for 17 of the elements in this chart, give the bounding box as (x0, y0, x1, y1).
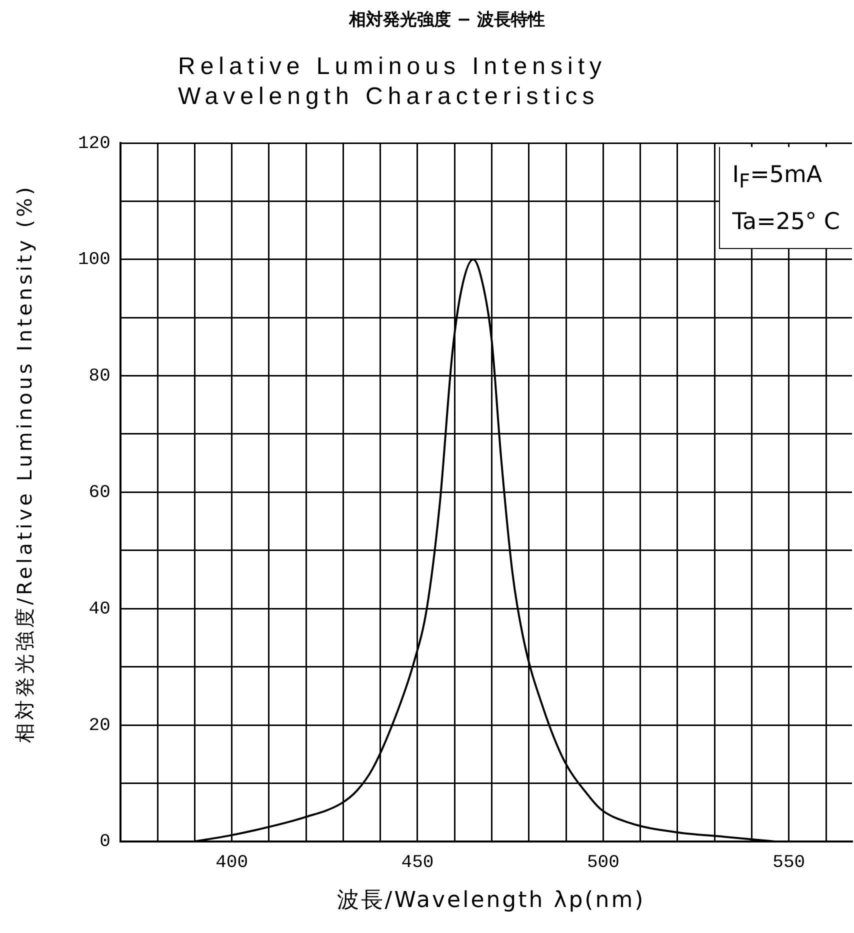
y-tick-label: 20 (88, 716, 110, 736)
y-tick-label: 60 (88, 482, 110, 503)
x-tick-label: 450 (401, 852, 434, 873)
x-axis-title: 波長/Wavelength λp(nm) (336, 887, 646, 915)
y-tick-label: 0 (100, 832, 110, 852)
y-tick-label: 80 (88, 366, 110, 387)
chart-subtitle: Relative Luminous Intensity Wavelength Characteristics (178, 52, 606, 112)
y-axis-title: 相対発光強度/Relative Luminous Intensity (%) (12, 183, 38, 745)
x-tick-label: 500 (586, 852, 620, 873)
chart-title: 相対発光強度 − 波長特性 (348, 9, 546, 31)
x-tick-label: 550 (772, 852, 806, 873)
annotation: I$_{F}$=5mA (732, 161, 824, 195)
x-tick-label: 400 (216, 852, 248, 873)
y-tick-label: 40 (88, 599, 110, 620)
y-tick-label: 100 (78, 250, 110, 270)
annotation: Ta=25° C (732, 208, 840, 237)
y-tick-label: 120 (78, 134, 110, 154)
